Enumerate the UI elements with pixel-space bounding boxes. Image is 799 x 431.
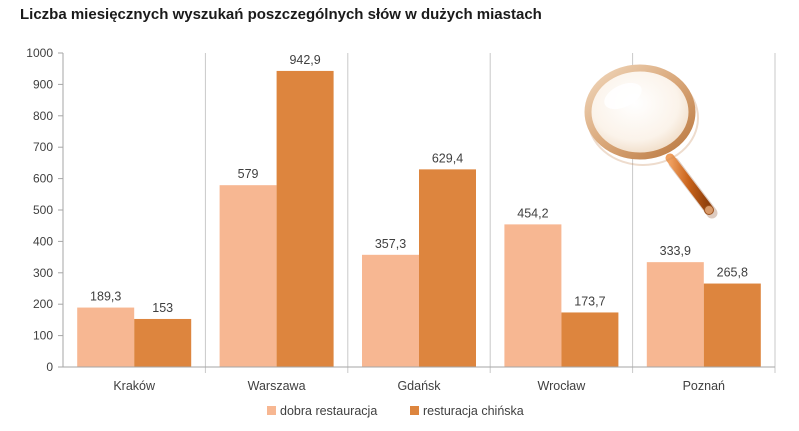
data-label: 942,9 bbox=[289, 53, 320, 67]
bar-dobra-restauracja bbox=[77, 307, 135, 367]
bar-restauracja-chinska bbox=[276, 70, 334, 368]
x-category-label: Kraków bbox=[113, 379, 156, 393]
y-tick-label: 600 bbox=[33, 172, 53, 186]
legend-swatch bbox=[267, 406, 276, 415]
y-tick-label: 900 bbox=[33, 77, 53, 91]
x-category-label: Poznań bbox=[683, 379, 725, 393]
y-tick-label: 700 bbox=[33, 140, 53, 154]
bar-dobra-restauracja bbox=[219, 185, 277, 367]
y-tick-label: 100 bbox=[33, 329, 53, 343]
data-label: 173,7 bbox=[574, 294, 605, 308]
x-category-label: Gdańsk bbox=[397, 379, 441, 393]
x-category-label: Wrocław bbox=[538, 379, 587, 393]
y-tick-label: 400 bbox=[33, 234, 53, 248]
y-tick-label: 300 bbox=[33, 266, 53, 280]
y-tick-label: 0 bbox=[46, 360, 53, 374]
data-label: 333,9 bbox=[660, 244, 691, 258]
legend-swatch bbox=[410, 406, 419, 415]
chart-title: Liczba miesięcznych wyszukań poszczególn… bbox=[20, 6, 542, 23]
data-label: 265,8 bbox=[717, 266, 748, 280]
bar-restauracja-chinska bbox=[419, 169, 476, 367]
bar-dobra-restauracja bbox=[362, 254, 419, 367]
y-tick-label: 200 bbox=[33, 297, 53, 311]
data-label: 579 bbox=[238, 167, 259, 181]
legend-label: dobra restauracja bbox=[280, 404, 377, 418]
magnifying-glass-icon bbox=[584, 64, 718, 219]
x-category-label: Warszawa bbox=[248, 379, 306, 393]
data-label: 629,4 bbox=[432, 151, 463, 165]
y-tick-label: 1000 bbox=[26, 46, 53, 60]
y-tick-label: 800 bbox=[33, 109, 53, 123]
data-label: 153 bbox=[152, 301, 173, 315]
bar-restauracja-chinska bbox=[134, 318, 192, 367]
bar-dobra-restauracja bbox=[646, 262, 704, 367]
data-label: 189,3 bbox=[90, 290, 121, 304]
data-label: 357,3 bbox=[375, 237, 406, 251]
data-label: 454,2 bbox=[517, 206, 548, 220]
bar-restauracja-chinska bbox=[561, 312, 619, 367]
y-tick-label: 500 bbox=[33, 203, 53, 217]
bar-restauracja-chinska bbox=[703, 283, 761, 367]
bar-dobra-restauracja bbox=[504, 224, 562, 367]
legend-label: resturacja chińska bbox=[423, 404, 524, 418]
